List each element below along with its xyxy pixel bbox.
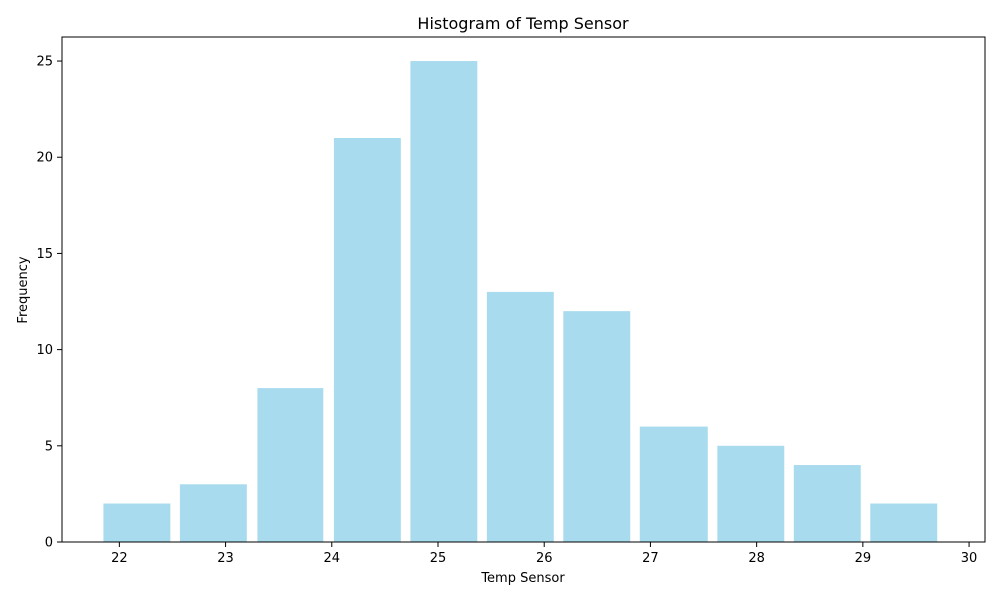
y-tick-label: 15 [36,247,53,262]
histogram-bar [639,426,708,542]
histogram-bar [410,61,478,543]
histogram-bar [793,465,861,542]
x-tick-label: 26 [536,551,553,566]
y-tick-label: 20 [36,151,53,166]
histogram-bar [179,484,247,542]
x-axis-title: Temp Sensor [480,571,565,586]
histogram-bar [333,138,401,542]
x-tick-label: 27 [642,551,659,566]
histogram-bar [563,311,631,542]
y-tick-label: 5 [45,439,53,454]
y-tick-label: 0 [45,536,53,551]
y-tick-label: 25 [36,55,53,70]
histogram-bar [717,445,785,542]
bars-group [103,61,938,543]
x-tick-label: 30 [961,551,978,566]
x-tick-label: 29 [855,551,872,566]
y-axis-title: Frequency [16,256,31,323]
histogram-bar [870,503,938,542]
x-tick-label: 28 [748,551,765,566]
x-tick-label: 23 [217,551,234,566]
histogram-bar [486,291,554,542]
chart-title: Histogram of Temp Sensor [417,14,629,33]
x-axis-ticks: 22 23 24 25 26 27 28 29 30 [111,542,977,566]
y-tick-label: 10 [36,343,53,358]
histogram-bar [257,388,324,542]
x-tick-label: 24 [324,551,341,566]
y-axis-ticks: 0 5 10 15 20 25 [36,55,62,551]
histogram-bar [103,503,171,542]
x-tick-label: 22 [111,551,128,566]
plot-frame [61,36,986,543]
x-tick-label: 25 [430,551,447,566]
